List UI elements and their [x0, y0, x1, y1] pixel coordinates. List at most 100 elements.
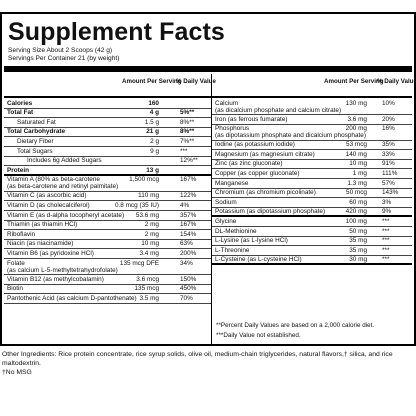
right-daily-value: 35% — [382, 141, 395, 149]
panel-title: Supplement Facts — [8, 18, 225, 46]
footnote-percent-dv: **Percent Daily Values are based on a 2,… — [216, 322, 375, 329]
left-row: Total Carbohydrate 21 g 8%** — [4, 128, 211, 138]
right-row: Phosphorus (as dipotassium phosphate and … — [212, 125, 412, 141]
left-amount: 1,500 mcg — [129, 176, 159, 184]
left-amount: 0.8 mcg (35 IU) — [114, 201, 159, 209]
right-row: Manganese 1.3 mg 57% — [212, 179, 412, 189]
left-amount: 2 mg — [144, 221, 159, 229]
right-daily-value: 143% — [382, 189, 399, 197]
right-daily-value: 111% — [382, 169, 398, 177]
right-row: L-Lysine (as L-lysine HCl) 35 mg *** — [212, 237, 412, 247]
left-nutrient-name: Riboflavin — [7, 230, 36, 238]
left-amount: 3.4 mg — [139, 249, 159, 257]
right-nutrient-name: Manganese — [215, 179, 249, 187]
right-row: Potassium (as dipotassium phosphate) 420 … — [212, 208, 412, 218]
right-nutrient-name: L-Threonine — [215, 246, 250, 254]
other-ingredients: Other Ingredients: Rice protein concentr… — [2, 350, 412, 378]
left-nutrient-name: Vitamin E (as d-alpha tocopheryl acetate… — [7, 211, 125, 219]
right-nutrient-name: Zinc (as zinc gluconate) — [215, 160, 283, 168]
right-nutrient-column: Amount Per Serving % Daily Value **Perce… — [212, 74, 416, 344]
left-nutrient-name: Total Fat — [7, 109, 34, 117]
right-row: Copper (as copper gluconate) 1 mg 111% — [212, 169, 412, 179]
left-amount: 110 mg — [138, 192, 159, 200]
left-column-header: Amount Per Serving % Daily Value — [4, 74, 216, 98]
left-daily-value: 450% — [180, 285, 197, 293]
right-amount-header: Amount Per Serving — [324, 78, 384, 85]
left-row: Includes 6g Added Sugars 12%** — [4, 157, 211, 167]
left-nutrient-name: Folate — [7, 259, 25, 267]
left-nutrient-name: Protein — [7, 166, 30, 174]
right-daily-value: *** — [382, 227, 390, 235]
right-amount: 420 mg — [345, 208, 367, 216]
right-nutrient-name: Calcium — [215, 99, 239, 107]
right-row: L-Cysteine (as L-cysteine HCl) 30 mg *** — [212, 256, 412, 266]
right-daily-value: *** — [382, 246, 390, 254]
left-row: Vitamin C (as ascorbic acid) 110 mg 122% — [4, 192, 211, 202]
right-nutrient-name: Glycine — [215, 217, 237, 225]
right-row: Iodine (as potassium iodide) 53 mcg 35% — [212, 141, 412, 151]
right-daily-value: 16% — [382, 125, 395, 133]
right-daily-value: 9% — [382, 208, 392, 216]
left-daily-value: 150% — [180, 275, 197, 283]
right-row: Iron (as ferrous fumarate) 3.6 mg 20% — [212, 115, 412, 125]
right-nutrient-name: Magnesium (as magnesium citrate) — [215, 150, 315, 158]
right-nutrient-source: (as dipotassium phosphate and dicalcium … — [215, 132, 366, 140]
right-row: Chromium (as chromium picolinate) 50 mcg 1… — [212, 189, 412, 199]
left-amount: 9 g — [150, 147, 159, 155]
left-nutrient-name: Vitamin A (80% as beta-carotene — [7, 176, 100, 184]
left-row: Calories 160 — [4, 99, 211, 109]
left-daily-value: 70% — [180, 294, 193, 302]
right-amount: 30 mg — [349, 256, 367, 264]
left-daily-value: 122% — [180, 192, 197, 200]
left-amount: 160 — [148, 99, 159, 107]
right-amount: 1.3 mg — [347, 179, 367, 187]
left-nutrient-name: Pantothenic Acid (as calcium D-pantothen… — [7, 294, 137, 302]
left-row: Thiamin (as thiamin HCl) 2 mg 167% — [4, 221, 211, 231]
right-nutrient-name: Potassium (as dipotassium phosphate) — [215, 208, 326, 216]
left-nutrient-name: Vitamin B6 (as pyridoxine HCl) — [7, 249, 94, 257]
left-nutrient-source: (as calcium L-5-methyltetrahydrofolate) — [7, 266, 118, 274]
right-nutrient-source: (as dicalcium phosphate and calcium citr… — [215, 106, 342, 114]
right-amount: 140 mg — [345, 150, 367, 158]
left-amount: 21 g — [146, 128, 159, 136]
right-row: Glycine 100 mg *** — [212, 217, 412, 227]
right-amount: 130 mg — [345, 99, 367, 107]
right-daily-value: *** — [382, 256, 390, 264]
footnote-dv-not-established: ***Daily Value not established. — [216, 332, 301, 339]
title-divider — [4, 66, 412, 72]
left-nutrient-name: Total Carbohydrate — [7, 128, 66, 136]
left-daily-value: 12%** — [180, 157, 198, 165]
right-row: L-Threonine 35 mg *** — [212, 246, 412, 256]
left-nutrient-name: Calories — [7, 99, 33, 107]
left-daily-value: 63% — [180, 240, 193, 248]
right-nutrient-name: DL-Methionine — [215, 227, 257, 235]
left-nutrient-name: Total Sugars — [17, 147, 53, 155]
left-nutrient-name: Biotin — [7, 285, 23, 293]
left-daily-value: 7%** — [180, 137, 195, 145]
left-nutrient-name: Vitamin B12 (as methylcobalamin) — [7, 275, 104, 283]
left-amount: 2 g — [150, 137, 159, 145]
left-nutrient-name: Vitamin C (as ascorbic acid) — [7, 192, 87, 200]
right-row: Calcium (as dicalcium phosphate and calci… — [212, 99, 412, 115]
left-row: Biotin 135 mcg 450% — [4, 285, 211, 295]
right-daily-value: 33% — [382, 150, 395, 158]
left-daily-value: 167% — [180, 221, 197, 229]
left-amount: 1.5 g — [144, 118, 159, 126]
right-nutrient-name: Copper (as copper gluconate) — [215, 169, 300, 177]
left-daily-value: 8%** — [180, 118, 195, 126]
right-row: Sodium 60 mg 3% — [212, 198, 412, 208]
right-row: DL-Methionine 50 mg *** — [212, 227, 412, 237]
right-amount: 50 mcg — [346, 189, 367, 197]
left-dv-header: % Daily Value — [176, 78, 216, 85]
right-amount: 35 mg — [349, 246, 367, 254]
right-daily-value: 10% — [382, 99, 395, 107]
right-daily-value: 91% — [382, 160, 395, 168]
right-amount: 10 mg — [349, 160, 367, 168]
right-column-header: Amount Per Serving % Daily Value — [212, 74, 416, 98]
right-amount: 100 mg — [345, 217, 367, 225]
left-daily-value: *** — [180, 147, 188, 155]
left-row: Vitamin E (as d-alpha tocopheryl acetate… — [4, 211, 211, 221]
right-amount: 50 mg — [349, 227, 367, 235]
left-daily-value: 167% — [180, 176, 197, 184]
left-row: Vitamin B12 (as methylcobalamin) 3.6 mcg 1… — [4, 275, 211, 285]
